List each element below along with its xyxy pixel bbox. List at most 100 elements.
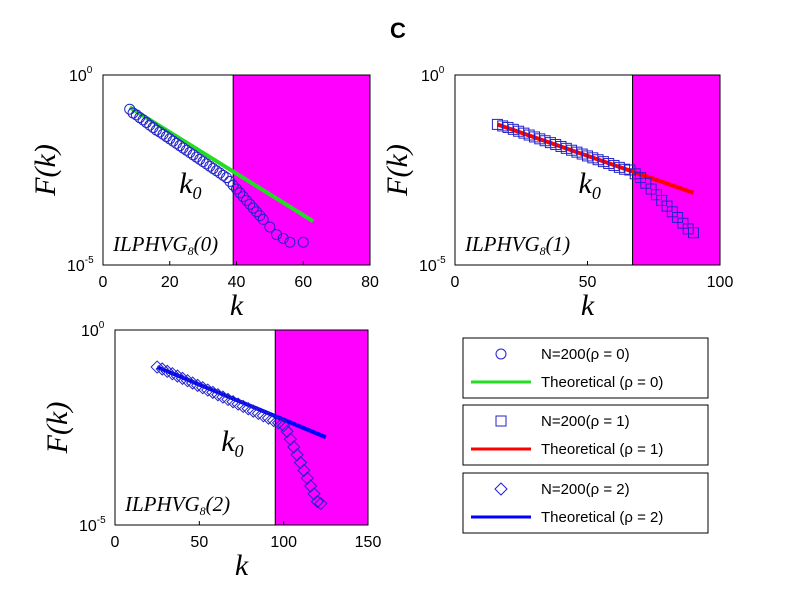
k0-label: k0 [179,167,201,203]
y-tick-bottom-label: 10-5 [419,255,446,275]
data-point [300,471,314,485]
data-point [287,440,301,454]
data-point [276,418,291,433]
data-point [257,213,269,225]
y-tick-exp: 0 [87,65,93,76]
y-tick-base: 10 [81,323,99,340]
k0-sub: 0 [592,183,601,203]
y-tick-base: 10 [419,258,437,275]
legend-frame [462,337,709,399]
y-tick-base: 10 [69,68,87,85]
data-point [290,448,304,462]
data-point [297,463,311,478]
shaded-region [233,75,370,265]
y-tick-exp: 0 [99,320,105,331]
data-point [307,487,321,501]
y-tick-exp: -5 [97,515,106,526]
k0-label: k0 [221,425,243,461]
legend-marker-swatch [495,348,507,360]
data-point [124,103,136,115]
x-tick-label: 60 [294,274,312,291]
data-point [314,496,328,511]
x-tick-label: 50 [579,274,597,291]
data-point [227,179,239,191]
data-point [241,194,253,206]
panel-letter: C [390,18,406,43]
y-tick-top-label: 100 [69,65,93,85]
data-point [244,198,256,210]
data-point [293,455,308,470]
y-tick-exp: 0 [439,65,445,76]
graph-label: ILPHVG8(1) [464,232,570,258]
data-point [247,202,259,214]
legend-label: Theoretical (ρ = 2) [541,509,663,526]
data-point [150,360,164,374]
legend-box-0: N=200(ρ = 0) Theoretical (ρ = 0) [462,337,709,399]
shaded-region [632,75,720,265]
legend-label: N=200(ρ = 0) [541,346,630,363]
x-tick-label: 100 [707,274,734,291]
data-point [277,232,289,244]
data-point [237,191,249,203]
graph-label-sub: 8 [188,244,194,258]
y-tick-base: 10 [67,258,85,275]
x-tick-label: 100 [270,534,297,551]
x-axis-label: k [581,289,595,322]
y-axis-label: F(k) [41,402,74,455]
data-point [251,206,263,218]
x-tick-label: 0 [451,274,460,291]
data-point [271,229,283,241]
graph-label-arg: (1) [546,232,571,256]
k0-sub: 0 [235,441,244,461]
data-point [283,432,298,446]
graph-label-arg: (0) [194,232,219,256]
k0-var: k [179,167,193,200]
data-point [137,114,149,126]
legend-box-2: N=200(ρ = 2) Theoretical (ρ = 2) [462,472,709,534]
graph-label-name: ILPHVG [124,492,200,516]
shaded-region [275,330,368,525]
plot-frame [114,329,369,526]
legend-marker-swatch [495,415,507,427]
graph-label-arg: (2) [206,492,231,516]
y-tick-base: 10 [421,68,439,85]
x-tick-label: 80 [361,274,379,291]
graph-label-name: ILPHVG [464,232,540,256]
data-point [217,169,229,181]
k0-sub: 0 [192,183,201,203]
y-tick-bottom-label: 10-5 [79,515,106,535]
legend-frame [462,404,709,466]
data-point [284,236,296,248]
data-point [264,221,276,233]
graph-label: ILPHVG8(2) [124,492,230,518]
k0-var: k [579,167,593,200]
y-tick-top-label: 100 [421,65,445,85]
legend-marker-swatch [494,482,508,496]
data-point [234,187,246,199]
y-axis-label: F(k) [29,144,62,197]
legend-label: Theoretical (ρ = 1) [541,441,663,458]
theoretical-line [496,122,695,195]
x-tick-label: 0 [111,534,120,551]
data-point [254,210,266,222]
graph-label: ILPHVG8(0) [112,232,218,258]
y-tick-exp: -5 [85,255,94,266]
legend-box-1: N=200(ρ = 1) Theoretical (ρ = 1) [462,404,709,466]
data-point [231,183,242,195]
y-tick-bottom-label: 10-5 [67,255,94,275]
x-tick-label: 0 [99,274,108,291]
k0-var: k [221,425,235,458]
x-tick-label: 150 [355,534,382,551]
data-point [280,424,294,439]
data-point [688,227,699,239]
data-point [224,175,236,187]
x-axis-label: k [230,289,244,322]
y-axis-label: F(k) [381,144,414,197]
legend-label: N=200(ρ = 2) [541,481,630,498]
data-point [297,236,309,248]
data-point [220,172,232,184]
